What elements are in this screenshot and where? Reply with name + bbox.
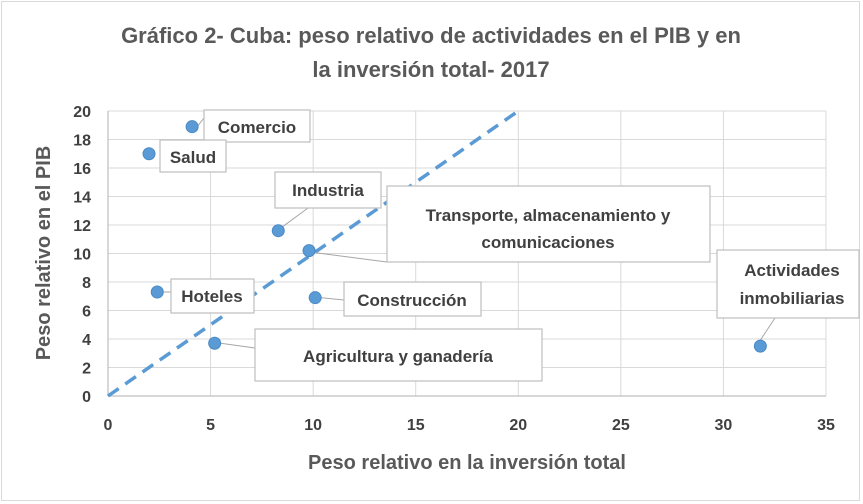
y-tick-label: 16 (73, 161, 91, 178)
callout-leader (280, 207, 309, 229)
data-points (142, 120, 767, 353)
data-point (302, 244, 316, 258)
callout-leader (314, 252, 388, 263)
chart-title-line-1: Gráfico 2- Cuba: peso relativo de activi… (121, 23, 741, 48)
x-tick-label: 15 (407, 417, 425, 434)
x-tick-label: 20 (509, 417, 527, 434)
callout-box (254, 328, 543, 382)
y-tick-label: 8 (82, 275, 91, 292)
x-tick-label: 0 (104, 417, 113, 434)
data-label: Transporte, almacenamiento y comunicacion… (426, 206, 671, 252)
y-tick-label: 0 (82, 389, 91, 406)
y-tick-label: 14 (73, 190, 91, 207)
callout-leader (220, 342, 256, 349)
y-tick-label: 10 (73, 247, 91, 264)
tick-labels: 0 5 10 15 20 25 30 35 0 2 4 6 8 10 12 14 16 18 20 (73, 104, 835, 434)
x-tick-label: 5 (206, 417, 215, 434)
data-label: Industria (292, 181, 364, 200)
data-label: Construcción (357, 291, 467, 310)
data-point (308, 291, 322, 305)
data-label: Agricultura y ganadería (303, 347, 493, 366)
axes (107, 111, 826, 397)
x-tick-label: 25 (612, 417, 630, 434)
data-point (208, 336, 222, 350)
callout-box (716, 249, 860, 319)
callout-leader (320, 297, 345, 301)
data-point (142, 147, 156, 161)
y-tick-label: 20 (73, 104, 91, 121)
callout-leader (759, 317, 776, 341)
y-tick-label: 4 (82, 332, 91, 349)
chart-title-line-2: la inversión total- 2017 (312, 57, 549, 82)
data-label: Actividades inmobiliarias (740, 261, 845, 308)
y-tick-label: 6 (82, 304, 91, 321)
callout-box (170, 278, 255, 314)
callout-box (203, 109, 311, 143)
callout-box (159, 139, 227, 173)
y-tick-label: 18 (73, 133, 91, 150)
data-point (150, 285, 164, 299)
callout-box (274, 171, 382, 209)
data-point (185, 120, 199, 134)
x-tick-label: 10 (304, 417, 322, 434)
callout-box (343, 281, 482, 317)
y-tick-label: 12 (73, 218, 91, 235)
y-tick-label: 2 (82, 361, 91, 378)
x-tick-label: 30 (715, 417, 733, 434)
x-axis-title: Peso relativo en la inversión total (308, 452, 626, 474)
x-tick-label: 35 (817, 417, 835, 434)
data-point (271, 224, 285, 238)
data-point (753, 339, 767, 353)
data-label: Hoteles (181, 287, 242, 306)
data-label: Comercio (218, 118, 296, 137)
callout-box (386, 185, 711, 263)
data-label: Salud (170, 148, 216, 167)
y-axis-title: Peso relativo en el PIB (33, 146, 55, 361)
